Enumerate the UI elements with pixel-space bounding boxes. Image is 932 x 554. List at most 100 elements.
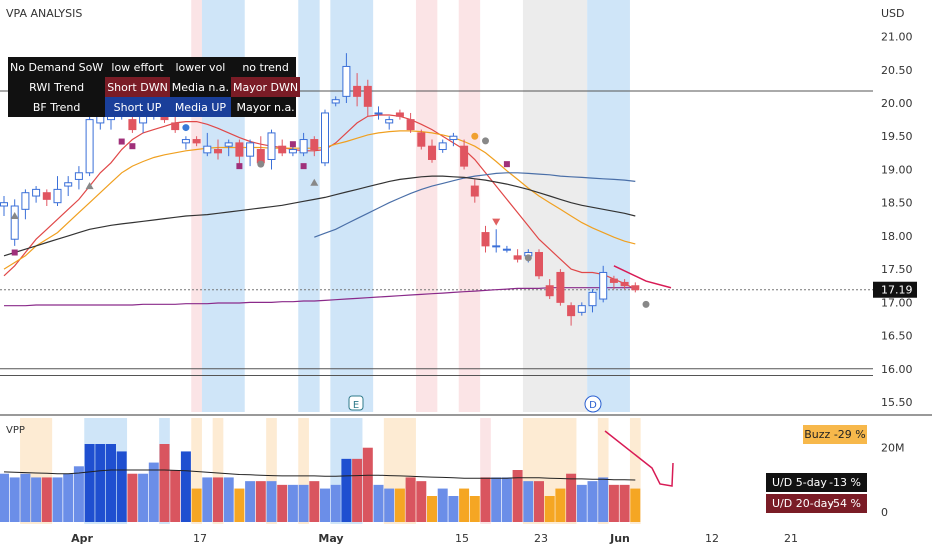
- candle-body: [556, 271, 565, 303]
- ud20-box: U/D 20-day -54 %: [766, 494, 867, 513]
- candle-body: [460, 145, 469, 167]
- volume-bar-57: [608, 484, 619, 522]
- legend-table: No Demand SoW low effort lower vol no trend…: [8, 57, 301, 117]
- ud20-value: -54 %: [829, 497, 861, 510]
- time-tick-label: Apr: [71, 532, 93, 545]
- volume-bar-36: [384, 488, 395, 522]
- candle-35: [374, 106, 383, 120]
- candle-body: [492, 245, 501, 248]
- up-triangle-2: [310, 178, 319, 186]
- volume-pane-label: VPP: [6, 425, 25, 436]
- sma_blue-line: [314, 172, 636, 238]
- candle-body: [139, 115, 148, 124]
- candle-5: [53, 176, 62, 206]
- candle-56: [599, 265, 608, 303]
- candle-43: [460, 139, 469, 170]
- volume-bar-29: [309, 481, 320, 522]
- time-tick-label: 21: [784, 532, 798, 545]
- volume-band-5: [266, 418, 277, 524]
- candle-body: [363, 85, 372, 107]
- volume-bar-38: [405, 477, 416, 522]
- candle-body: [481, 232, 490, 247]
- candle-36: [385, 116, 394, 130]
- volume-bar-35: [373, 484, 384, 522]
- candle-body: [64, 182, 73, 187]
- candle-44: [470, 179, 479, 203]
- event-label: E: [353, 400, 359, 411]
- candle-body: [438, 142, 447, 151]
- ud5-label: U/D 5-day: [772, 476, 827, 489]
- volume-bar-20: [213, 477, 223, 522]
- volume-bar-54: [576, 484, 587, 522]
- candle-body: [449, 135, 458, 141]
- candle-body: [214, 149, 222, 154]
- signal-square-4: [289, 141, 296, 148]
- volume-band-11: [597, 418, 609, 524]
- sma_dark-line: [3, 175, 636, 257]
- volume-bar-50: [534, 481, 544, 522]
- candle-59: [631, 282, 640, 293]
- candle-body: [21, 192, 30, 210]
- candle-23: [246, 139, 255, 167]
- candle-4: [42, 189, 51, 206]
- candle-body: [128, 119, 137, 131]
- price-tick-label: 20.00: [881, 97, 913, 110]
- candle-39: [417, 129, 426, 150]
- candle-body: [267, 132, 276, 160]
- signal-dot-4: [524, 254, 532, 262]
- candle-30: [321, 109, 329, 167]
- candle-26: [278, 139, 287, 157]
- candle-body: [288, 149, 297, 154]
- candle-body: [502, 248, 511, 251]
- volume-bar-27: [287, 484, 298, 522]
- candle-52: [556, 269, 565, 306]
- volume-bar-28: [298, 484, 309, 522]
- candle-body: [428, 145, 436, 160]
- volume-tick-label: 20M: [881, 442, 905, 455]
- volume-bar-56: [598, 477, 609, 522]
- annotation-stroke-volume: [604, 430, 674, 487]
- candle-body: [235, 142, 244, 157]
- volume-bar-34: [362, 447, 373, 522]
- candle-body: [299, 139, 308, 154]
- candle-body: [631, 285, 640, 291]
- event-marker-D: D: [584, 395, 602, 413]
- legend-cell: BF Trend: [32, 100, 81, 114]
- candle-body: [10, 205, 19, 240]
- time-tick-label: 17: [193, 532, 207, 545]
- candle-body: [535, 252, 543, 277]
- signal-square-1: [118, 138, 125, 145]
- sma_purple-line: [4, 287, 636, 307]
- candle-3: [32, 186, 41, 203]
- legend-cell: no trend: [242, 60, 289, 74]
- candle-body: [567, 305, 576, 317]
- volume-bar-1: [9, 477, 20, 522]
- volume-bar-12: [127, 473, 138, 522]
- volume-bar-37: [394, 488, 405, 522]
- volume-bar-19: [202, 477, 213, 522]
- candle-48: [513, 249, 522, 263]
- candle-body: [588, 291, 597, 307]
- candle-20: [214, 139, 222, 160]
- highlight-band-4: [330, 0, 374, 412]
- volume-bar-30: [320, 488, 330, 522]
- highlight-band-8: [587, 0, 630, 412]
- candle-32: [342, 53, 351, 103]
- volume-bar-6: [63, 473, 74, 522]
- signal-square-6: [503, 161, 510, 168]
- candle-31: [331, 96, 340, 107]
- highlight-band-5: [415, 0, 438, 412]
- candle-57: [609, 275, 618, 290]
- volume-bar-15: [159, 444, 170, 522]
- highlight-band-1: [191, 0, 202, 412]
- candle-body: [32, 188, 41, 197]
- ud5-value: -13 %: [829, 476, 861, 489]
- volume-bar-48: [512, 470, 523, 522]
- candle-body: [85, 119, 94, 174]
- volume-bar-22: [234, 488, 245, 522]
- volume-bar-3: [31, 477, 42, 522]
- price-tick-label: 19.50: [881, 130, 913, 143]
- candle-body: [513, 255, 522, 260]
- candle-body: [545, 285, 554, 297]
- candle-21: [224, 139, 233, 157]
